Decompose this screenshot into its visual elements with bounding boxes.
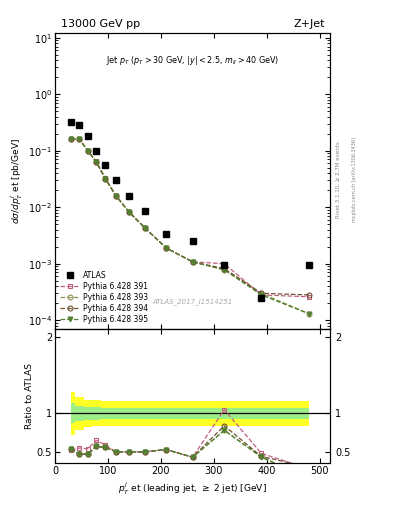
ATLAS xyxy=(127,193,131,199)
Pythia 6.428 395 xyxy=(68,136,73,142)
Pythia 6.428 395 xyxy=(307,311,311,317)
Pythia 6.428 391 xyxy=(127,209,131,215)
Pythia 6.428 393 xyxy=(190,259,195,265)
Pythia 6.428 395 xyxy=(164,245,169,251)
Pythia 6.428 394 xyxy=(94,159,99,165)
Pythia 6.428 391 xyxy=(114,193,118,199)
Pythia 6.428 391 xyxy=(307,294,311,300)
Pythia 6.428 393 xyxy=(164,245,169,251)
Pythia 6.428 394 xyxy=(259,290,264,296)
Pythia 6.428 393 xyxy=(77,136,82,142)
ATLAS xyxy=(143,208,147,215)
Pythia 6.428 391 xyxy=(68,136,73,142)
Pythia 6.428 395 xyxy=(85,147,90,154)
Pythia 6.428 394 xyxy=(127,209,131,215)
Legend: ATLAS, Pythia 6.428 391, Pythia 6.428 393, Pythia 6.428 394, Pythia 6.428 395: ATLAS, Pythia 6.428 391, Pythia 6.428 39… xyxy=(59,269,150,325)
Pythia 6.428 393 xyxy=(127,209,131,215)
Pythia 6.428 393 xyxy=(222,267,227,273)
ATLAS xyxy=(222,262,227,268)
Text: 13000 GeV pp: 13000 GeV pp xyxy=(61,19,140,29)
Pythia 6.428 393 xyxy=(68,136,73,142)
Pythia 6.428 391 xyxy=(222,261,227,267)
Pythia 6.428 394 xyxy=(222,266,227,272)
Pythia 6.428 394 xyxy=(68,136,73,142)
ATLAS xyxy=(190,238,195,244)
ATLAS xyxy=(307,262,311,268)
ATLAS xyxy=(68,119,73,125)
Pythia 6.428 393 xyxy=(259,290,264,296)
ATLAS xyxy=(103,162,108,168)
Pythia 6.428 394 xyxy=(114,193,118,199)
Text: mcplots.cern.ch [arXiv:1306.3436]: mcplots.cern.ch [arXiv:1306.3436] xyxy=(352,137,357,222)
Pythia 6.428 395 xyxy=(143,225,147,231)
Pythia 6.428 394 xyxy=(164,245,169,251)
X-axis label: $p_T^j$ et (leading jet, $\geq$ 2 jet) [GeV]: $p_T^j$ et (leading jet, $\geq$ 2 jet) [… xyxy=(118,480,267,497)
Pythia 6.428 394 xyxy=(307,292,311,298)
Pythia 6.428 395 xyxy=(103,176,108,182)
Pythia 6.428 395 xyxy=(114,193,118,199)
Pythia 6.428 395 xyxy=(259,292,264,298)
Line: ATLAS: ATLAS xyxy=(68,119,312,301)
Pythia 6.428 395 xyxy=(94,159,99,165)
Pythia 6.428 391 xyxy=(77,136,82,142)
Line: Pythia 6.428 395: Pythia 6.428 395 xyxy=(68,137,311,316)
Line: Pythia 6.428 393: Pythia 6.428 393 xyxy=(68,137,311,316)
Pythia 6.428 391 xyxy=(190,259,195,265)
Pythia 6.428 393 xyxy=(94,159,99,165)
Pythia 6.428 395 xyxy=(222,267,227,273)
ATLAS xyxy=(85,133,90,139)
ATLAS xyxy=(259,295,264,301)
Pythia 6.428 394 xyxy=(77,136,82,142)
ATLAS xyxy=(94,147,99,154)
Pythia 6.428 391 xyxy=(103,175,108,181)
ATLAS xyxy=(114,177,118,183)
Pythia 6.428 393 xyxy=(85,147,90,154)
Pythia 6.428 395 xyxy=(77,136,82,142)
Line: Pythia 6.428 394: Pythia 6.428 394 xyxy=(68,137,311,297)
Pythia 6.428 394 xyxy=(190,259,195,265)
Pythia 6.428 395 xyxy=(127,209,131,215)
Pythia 6.428 391 xyxy=(85,147,90,154)
Y-axis label: Ratio to ATLAS: Ratio to ATLAS xyxy=(25,363,34,429)
Pythia 6.428 395 xyxy=(190,259,195,265)
Line: Pythia 6.428 391: Pythia 6.428 391 xyxy=(68,137,311,299)
Pythia 6.428 391 xyxy=(143,225,147,231)
Pythia 6.428 391 xyxy=(94,158,99,164)
Pythia 6.428 391 xyxy=(164,245,169,251)
Pythia 6.428 391 xyxy=(259,292,264,298)
ATLAS xyxy=(77,122,82,129)
Pythia 6.428 393 xyxy=(307,311,311,317)
Pythia 6.428 393 xyxy=(143,225,147,231)
Pythia 6.428 393 xyxy=(114,193,118,199)
Text: Z+Jet: Z+Jet xyxy=(293,19,325,29)
Pythia 6.428 394 xyxy=(103,176,108,182)
Text: ATLAS_2017_I1514251: ATLAS_2017_I1514251 xyxy=(152,298,233,305)
ATLAS xyxy=(164,230,169,237)
Pythia 6.428 393 xyxy=(103,176,108,182)
Y-axis label: $d\sigma/dp_T^j$ et [pb/GeV]: $d\sigma/dp_T^j$ et [pb/GeV] xyxy=(9,138,25,224)
Pythia 6.428 394 xyxy=(85,147,90,154)
Text: Jet $p_T$ ($p_T > 30$ GeV, $|y| < 2.5$, $m_{ll} > 40$ GeV): Jet $p_T$ ($p_T > 30$ GeV, $|y| < 2.5$, … xyxy=(106,54,279,67)
Pythia 6.428 394 xyxy=(143,225,147,231)
Text: Rivet 3.1.10, ≥ 2.7M events: Rivet 3.1.10, ≥ 2.7M events xyxy=(336,141,341,218)
